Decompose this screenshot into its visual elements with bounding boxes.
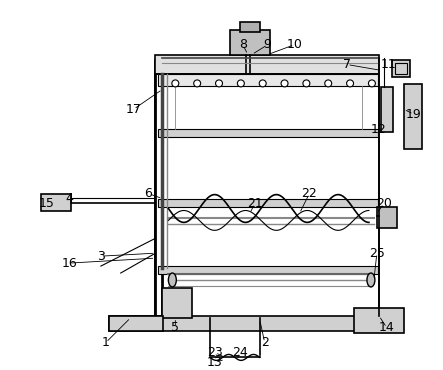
Text: 2: 2: [261, 336, 268, 349]
Circle shape: [346, 80, 354, 87]
Bar: [377, 206, 397, 228]
Text: 10: 10: [287, 38, 303, 51]
Ellipse shape: [168, 273, 176, 287]
Bar: [159, 199, 378, 206]
Text: 3: 3: [97, 250, 105, 263]
Text: 6: 6: [144, 187, 152, 200]
Bar: [163, 288, 192, 318]
Text: 13: 13: [207, 356, 223, 369]
Text: 4: 4: [65, 192, 73, 205]
Circle shape: [194, 80, 201, 87]
Bar: [395, 63, 407, 74]
Text: 17: 17: [126, 103, 142, 116]
Circle shape: [303, 80, 310, 87]
Text: 12: 12: [371, 122, 387, 135]
Bar: [240, 22, 260, 32]
Text: 11: 11: [381, 58, 396, 71]
Text: 25: 25: [369, 247, 385, 260]
Text: 8: 8: [239, 38, 247, 51]
Text: 1: 1: [102, 336, 110, 349]
Circle shape: [259, 80, 266, 87]
Text: 20: 20: [376, 197, 392, 210]
Text: 5: 5: [171, 321, 179, 334]
Bar: [109, 316, 382, 331]
Text: 19: 19: [406, 108, 421, 121]
Text: 9: 9: [264, 38, 272, 51]
Bar: [404, 84, 422, 149]
Text: 22: 22: [302, 187, 317, 200]
Text: 23: 23: [207, 346, 223, 359]
Ellipse shape: [367, 273, 375, 287]
Bar: [230, 30, 270, 55]
Circle shape: [369, 80, 375, 87]
Bar: [155, 74, 379, 323]
Bar: [381, 87, 393, 132]
Bar: [41, 194, 71, 212]
Bar: [159, 129, 378, 137]
Circle shape: [281, 80, 288, 87]
Circle shape: [216, 80, 222, 87]
Text: 21: 21: [247, 197, 263, 210]
Bar: [354, 308, 404, 333]
Circle shape: [325, 80, 332, 87]
Text: 7: 7: [343, 58, 351, 71]
Circle shape: [172, 80, 179, 87]
Circle shape: [237, 80, 245, 87]
Text: 16: 16: [61, 257, 77, 270]
Bar: [159, 74, 378, 86]
Bar: [155, 55, 379, 74]
Text: 24: 24: [232, 346, 248, 359]
Text: 15: 15: [39, 197, 54, 210]
Text: 14: 14: [379, 321, 395, 334]
Bar: [159, 266, 378, 274]
Bar: [392, 60, 410, 77]
Bar: [109, 316, 163, 331]
